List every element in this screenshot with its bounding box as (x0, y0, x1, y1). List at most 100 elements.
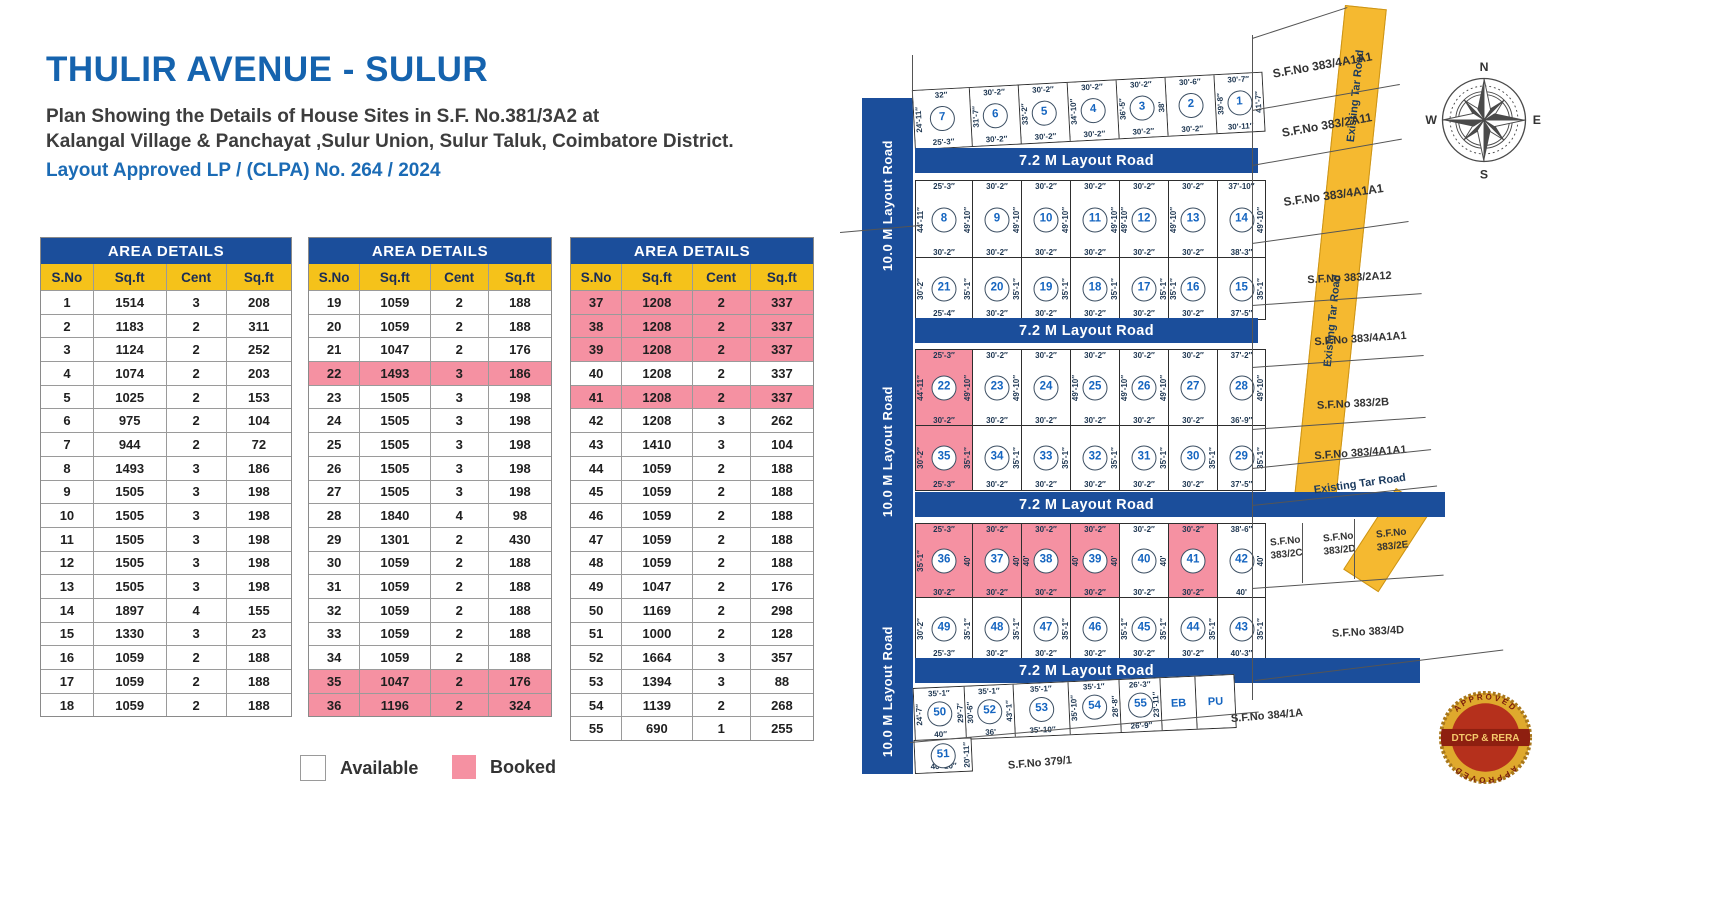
cell: 203 (226, 361, 291, 385)
dim-top: 25'-3″ (933, 182, 955, 191)
plot-30: 30'-2″ 35'-1″ 30 (1169, 426, 1218, 490)
cell: 176 (488, 337, 551, 361)
dim-right: 35'-1″ (963, 447, 972, 469)
dim-top: 30'-2″ (1084, 525, 1106, 534)
plot-row: 25'-3″ 30'-2″ 44'-11″ 49'-10″ 22 30'-2″ 30'-2″… (915, 349, 1266, 427)
cell: 54 (571, 692, 623, 717)
cell: 2 (430, 550, 489, 575)
table-row: 24 1505 3 198 (309, 408, 551, 433)
dim-right: 40' (963, 555, 972, 567)
plot-row: 25'-4″ 30'-2″ 35'-1″ 21 30'-2″ 35'-1″ 20 30'-2″… (915, 257, 1266, 320)
cell: 690 (622, 716, 693, 741)
table-title: AREA DETAILS (309, 238, 551, 264)
dim-bottom: 30'-2″ (1084, 248, 1106, 257)
dim-bottom: 30'-2″ (933, 588, 955, 597)
plot-48: 30'-2″ 35'-1″ 48 (973, 598, 1022, 659)
dim-top: 32″ (934, 90, 948, 100)
table-row: 13 1505 3 198 (41, 574, 291, 598)
cell: 2 (692, 313, 751, 338)
cell: 2 (692, 692, 751, 717)
dim-top: 30'-2″ (1133, 182, 1155, 191)
table-row: 41 1208 2 337 (571, 384, 813, 409)
dim-bottom: 25'-3″ (933, 649, 955, 658)
cell: 27 (309, 479, 361, 504)
table-row: 28 1840 4 98 (309, 503, 551, 527)
dim-right: 35'-1″ (1208, 447, 1217, 469)
cell: 2 (430, 526, 489, 551)
dim-top: 37'-2″ (1230, 351, 1253, 360)
dim-bottom: 30'-2″ (1133, 649, 1155, 658)
plot-number: 30 (1180, 445, 1206, 471)
plot-number: 7 (929, 105, 956, 132)
plot-35: 25'-3″ 30'-2″ 35'-1″ 35 (916, 426, 973, 490)
plot-34: 30'-2″ 35'-1″ 34 (973, 426, 1022, 490)
table-row: 39 1208 2 337 (571, 337, 813, 362)
plot-number: 23 (984, 375, 1010, 401)
plot-5: 30'-2″ 30'-2″ 33'-2″ 5 (1018, 82, 1071, 144)
dim-top: 30'-2″ (1031, 84, 1055, 95)
available-label: Available (340, 757, 419, 778)
dim-bottom: 30'-2″ (1133, 416, 1155, 425)
plot-number: 29 (1229, 445, 1254, 471)
dim-top: 35'-1″ (1029, 683, 1052, 694)
cell: 188 (488, 290, 551, 314)
sf-number-label: S.F.No 383/4D (1331, 624, 1405, 640)
boundary-line (1302, 523, 1304, 583)
cell: 2 (430, 645, 489, 669)
cell: 155 (226, 597, 291, 622)
plot-number: 16 (1180, 276, 1206, 301)
table-row: 42 1208 3 262 (571, 408, 813, 433)
dim-top: 30'-2″ (1084, 351, 1106, 360)
cell: 3 (430, 479, 489, 504)
plot-number: 26 (1131, 375, 1157, 401)
table-row: 25 1505 3 198 (309, 432, 551, 456)
dim-right: 49'-10″ (1110, 206, 1119, 233)
plot-number: 17 (1131, 276, 1157, 301)
legend-booked: Booked (452, 755, 556, 779)
column-header: S.No (309, 264, 361, 290)
table-row: 12 1505 3 198 (41, 550, 291, 575)
dim-left: 31'-7″ (970, 105, 981, 128)
cell: 55 (571, 716, 623, 741)
cell: 3 (166, 503, 227, 527)
table-row: 10 1505 3 198 (41, 503, 291, 527)
dim-right: 35'-1″ (1012, 617, 1021, 640)
dim-bottom: 30'-2″ (1182, 588, 1204, 597)
plot-3: 30'-2″ 30'-2″ 36'-5″ 38' 3 (1116, 77, 1169, 139)
dim-top: 38'-6″ (1230, 525, 1253, 534)
cell: 53 (571, 669, 623, 693)
table-row: 47 1059 2 188 (571, 526, 813, 551)
plot-39: 30'-2″ 30'-2″ 40' 40' 39 (1071, 524, 1120, 598)
dim-left: 35'-10″ (1069, 694, 1080, 722)
cell: 176 (750, 574, 813, 598)
cell: 1047 (622, 574, 693, 598)
plot-number: 12 (1131, 207, 1157, 232)
cell: 18 (41, 692, 94, 717)
column-header: Sq.ft (504, 269, 535, 285)
plot-number: 14 (1229, 207, 1254, 232)
plot-number: 48 (984, 616, 1010, 641)
cell: 188 (488, 550, 551, 575)
cell: 22 (309, 361, 361, 385)
cell: 5 (41, 384, 94, 409)
plot-43: 40'-3″ 35'-1″ 43 (1218, 598, 1265, 659)
plot-number: 45 (1131, 616, 1157, 641)
plot-18: 30'-2″ 35'-1″ 18 (1071, 258, 1120, 319)
cell: 10 (41, 503, 94, 527)
cell: 21 (309, 337, 361, 362)
column-header: Cent (167, 264, 227, 290)
plot-19: 30'-2″ 35'-1″ 19 (1022, 258, 1071, 319)
table-title: AREA DETAILS (571, 238, 813, 264)
dim-right: 49'-10″ (1256, 374, 1265, 402)
dim-right: 43'-1″ (1004, 699, 1015, 722)
cell: 1505 (93, 550, 167, 575)
cell: 3 (166, 455, 227, 480)
dim-right: 35'-1″ (1110, 277, 1119, 300)
column-header: Sq.ft (243, 269, 274, 285)
table-row: 11 1505 3 198 (41, 526, 291, 551)
cell: 1196 (360, 692, 431, 717)
column-header: S.No (571, 264, 623, 290)
dim-left: 35'-1″ (916, 550, 925, 572)
plot-38: 30'-2″ 30'-2″ 40' 38 (1022, 524, 1071, 598)
plot-number: 50 (926, 700, 953, 727)
